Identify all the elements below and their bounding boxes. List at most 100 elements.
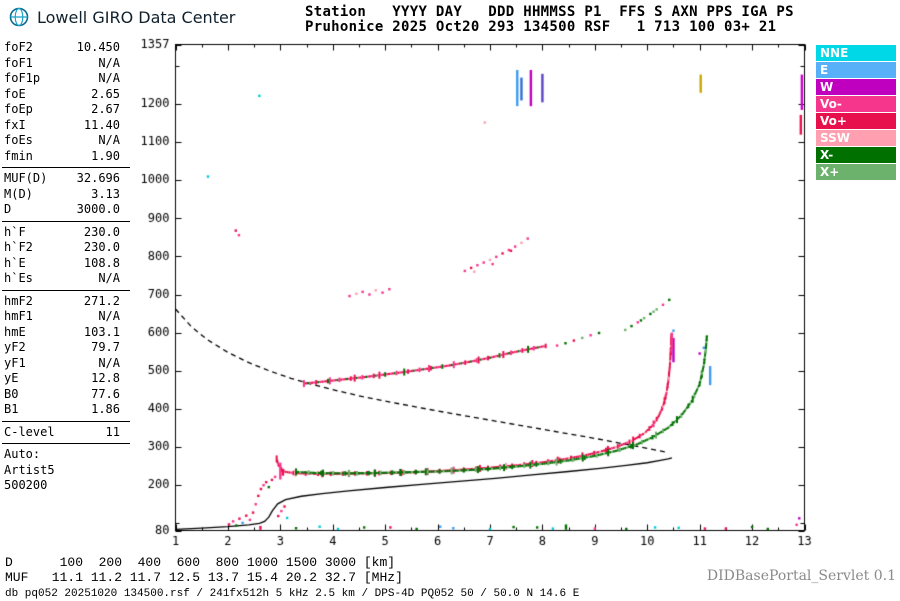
param-value: 1.90 bbox=[91, 148, 120, 163]
param-value: 230.0 bbox=[83, 240, 120, 254]
param-value: 11 bbox=[105, 424, 120, 439]
station-header-row: Station YYYY DAY DDD HHMMSS P1 FFS S AXN… bbox=[305, 4, 794, 20]
servlet-version-label: DIDBasePortal_Servlet 0.1 bbox=[706, 568, 896, 584]
param-value: 103.1 bbox=[83, 324, 120, 339]
param-value: 10.450 bbox=[76, 40, 120, 54]
param-label: yF1 bbox=[4, 355, 26, 370]
globe-icon bbox=[9, 7, 29, 27]
param-row: h`Es N/A bbox=[2, 271, 130, 287]
param-label: M(D) bbox=[4, 186, 33, 201]
param-label: hmE bbox=[4, 324, 26, 339]
param-row: yF1 N/A bbox=[2, 356, 130, 372]
param-label: MUF(D) bbox=[4, 171, 48, 185]
param-value: N/A bbox=[98, 309, 120, 323]
station-values-row: Pruhonice 2025 Oct20 293 134500 RSF 1 71… bbox=[305, 19, 777, 35]
param-row: B1 1.86 bbox=[2, 402, 130, 418]
param-label: foF2 bbox=[4, 40, 33, 54]
legend-item-vo: Vo+ bbox=[816, 113, 896, 129]
d-muf-table: D 100 200 400 600 800 1000 1500 3000 [km… bbox=[5, 555, 403, 585]
param-row: D 3000.0 bbox=[2, 202, 130, 218]
param-value: 32.696 bbox=[76, 171, 120, 185]
param-label: fmin bbox=[4, 148, 33, 163]
legend-item-ssw: SSW bbox=[816, 130, 896, 146]
param-label: B1 bbox=[4, 402, 19, 416]
param-group: foF2 10.450 foF1 N/A foF1p N/A foE 2.65 foEp 2.67… bbox=[2, 40, 130, 164]
param-value: 3000.0 bbox=[76, 202, 120, 216]
param-row: M(D) 3.13 bbox=[2, 187, 130, 203]
param-label: hmF1 bbox=[4, 309, 33, 323]
param-label: hmF2 bbox=[4, 293, 33, 308]
param-value: 2.67 bbox=[91, 102, 120, 116]
param-value: N/A bbox=[98, 133, 120, 147]
autoscaling-info: Auto: Artist5 500200 bbox=[2, 443, 130, 494]
param-group: h`F 230.0 h`F2 230.0 h`E 108.8 h`Es N/A bbox=[2, 220, 130, 287]
param-row: B0 77.6 bbox=[2, 387, 130, 403]
param-row: yE 12.8 bbox=[2, 371, 130, 387]
station-info: Station YYYY DAY DDD HHMMSS P1 FFS S AXN… bbox=[305, 5, 794, 35]
param-value: 3.13 bbox=[91, 186, 120, 201]
param-row: fmin 1.90 bbox=[2, 149, 130, 165]
param-value: N/A bbox=[98, 355, 120, 370]
param-value: N/A bbox=[98, 71, 120, 85]
lowell-giro-logo: Lowell GIRO Data Center bbox=[8, 6, 235, 28]
param-value: 79.7 bbox=[91, 340, 120, 354]
param-label: B0 bbox=[4, 386, 19, 401]
param-label: h`F bbox=[4, 224, 26, 239]
param-row: foE 2.65 bbox=[2, 87, 130, 103]
param-label: foE bbox=[4, 86, 26, 101]
param-group: MUF(D) 32.696 M(D) 3.13 D 3000.0 bbox=[2, 167, 130, 218]
legend-item-x: X- bbox=[816, 147, 896, 163]
autoscaling-line: 500200 bbox=[4, 478, 48, 492]
param-label: h`E bbox=[4, 255, 26, 270]
param-value: 12.8 bbox=[91, 371, 120, 385]
param-label: foEs bbox=[4, 133, 33, 147]
autoscaling-line: Artist5 bbox=[4, 462, 55, 477]
param-label: h`F2 bbox=[4, 240, 33, 254]
muf-row: MUF 11.1 11.2 11.7 12.5 13.7 15.4 20.2 3… bbox=[5, 570, 403, 585]
distance-row: D 100 200 400 600 800 1000 1500 3000 [km… bbox=[5, 555, 396, 570]
param-row: hmF1 N/A bbox=[2, 309, 130, 325]
param-row: fxI 11.40 bbox=[2, 118, 130, 134]
param-value: 2.65 bbox=[91, 86, 120, 101]
param-row: C-level 11 bbox=[2, 425, 130, 441]
param-group: hmF2 271.2 hmF1 N/A hmE 103.1 yF2 79.7 yF1 N/A yE 1… bbox=[2, 289, 130, 418]
param-label: foF1p bbox=[4, 71, 41, 85]
param-row: MUF(D) 32.696 bbox=[2, 171, 130, 187]
param-value: 77.6 bbox=[91, 386, 120, 401]
param-value: 230.0 bbox=[83, 224, 120, 239]
status-line: db pq052 20251020 134500.rsf / 241fx512h… bbox=[5, 588, 580, 600]
param-label: h`Es bbox=[4, 271, 33, 285]
param-value: N/A bbox=[98, 55, 120, 70]
param-row: yF2 79.7 bbox=[2, 340, 130, 356]
param-row: h`F2 230.0 bbox=[2, 240, 130, 256]
param-label: yE bbox=[4, 371, 19, 385]
parameter-panel: foF2 10.450 foF1 N/A foF1p N/A foE 2.65 foEp 2.67… bbox=[2, 40, 130, 494]
param-value: 271.2 bbox=[83, 293, 120, 308]
param-value: 11.40 bbox=[83, 117, 120, 132]
param-value: 108.8 bbox=[83, 255, 120, 270]
param-row: foEp 2.67 bbox=[2, 102, 130, 118]
param-value: 1.86 bbox=[91, 402, 120, 416]
param-label: foF1 bbox=[4, 55, 33, 70]
legend-item-nne: NNE bbox=[816, 45, 896, 61]
param-row: foEs N/A bbox=[2, 133, 130, 149]
param-row: foF2 10.450 bbox=[2, 40, 130, 56]
param-row: hmE 103.1 bbox=[2, 325, 130, 341]
legend-item-x: X+ bbox=[816, 164, 896, 180]
param-label: fxI bbox=[4, 117, 26, 132]
legend-item-vo: Vo- bbox=[816, 96, 896, 112]
param-label: yF2 bbox=[4, 340, 26, 354]
param-row: foF1 N/A bbox=[2, 56, 130, 72]
param-group: C-level 11 bbox=[2, 420, 130, 441]
legend-item-e: E bbox=[816, 62, 896, 78]
param-row: h`E 108.8 bbox=[2, 256, 130, 272]
param-value: N/A bbox=[98, 271, 120, 285]
param-label: foEp bbox=[4, 102, 33, 116]
param-row: hmF2 271.2 bbox=[2, 294, 130, 310]
param-row: h`F 230.0 bbox=[2, 225, 130, 241]
param-label: D bbox=[4, 202, 12, 216]
param-row: foF1p N/A bbox=[2, 71, 130, 87]
param-label: C-level bbox=[4, 424, 55, 439]
legend-item-w: W bbox=[816, 79, 896, 95]
